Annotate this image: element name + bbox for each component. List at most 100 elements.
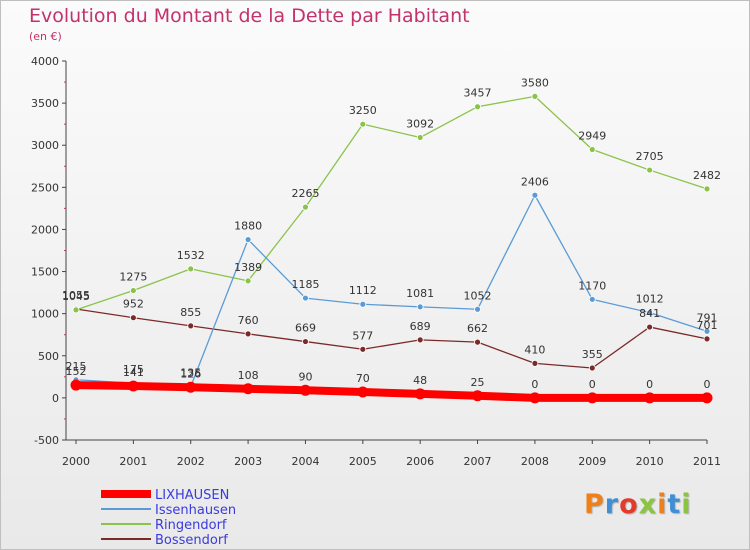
data-label: 1185	[291, 278, 319, 291]
data-point	[586, 392, 598, 404]
data-label: 2705	[636, 150, 664, 163]
chart-title: Evolution du Montant de la Dette par Hab…	[29, 5, 470, 27]
data-label: 126	[180, 367, 201, 380]
data-point	[129, 287, 137, 294]
data-point	[531, 92, 539, 100]
data-label: 669	[295, 322, 316, 335]
data-point	[72, 306, 80, 314]
series-line	[75, 194, 708, 388]
y-tick-label: 2500	[31, 181, 59, 194]
data-point	[187, 265, 195, 273]
data-point	[701, 392, 713, 404]
data-label: 841	[639, 307, 660, 320]
labels-issenhausen: 215 175 135 1880 1185 1112 1081 1052 2406 1170 101…	[66, 175, 718, 379]
legend-entry: LIXHAUSEN	[155, 488, 229, 503]
x-tick-label: 2000	[62, 455, 90, 468]
data-point	[244, 277, 252, 285]
data-label: 70	[356, 372, 370, 385]
data-point	[646, 166, 654, 174]
data-label: 152	[66, 365, 87, 378]
logo-letter: x	[638, 489, 658, 520]
data-point	[472, 390, 484, 402]
data-label: 0	[704, 378, 711, 391]
data-point	[359, 300, 367, 308]
y-tick-label: 4000	[31, 55, 59, 68]
data-label: 175	[123, 363, 144, 376]
data-point	[588, 295, 596, 303]
series-issenhausen	[72, 191, 711, 390]
data-point	[644, 392, 656, 404]
labels-ringendorf: 1045 1275 1532 1389 2265 3250 3092 3457 3580 2949…	[62, 76, 721, 303]
data-label: 141	[123, 366, 144, 379]
data-label: 701	[697, 319, 718, 332]
data-point	[302, 203, 309, 211]
data-label: 1389	[234, 261, 262, 274]
data-label: 760	[238, 314, 259, 327]
data-point	[531, 191, 539, 199]
series-lixhausen	[70, 379, 713, 404]
x-tick-label: 2011	[693, 455, 721, 468]
data-label: 25	[471, 376, 485, 389]
data-point	[703, 335, 711, 343]
x-tick-label: 2010	[636, 455, 664, 468]
x-tick-label: 2004	[291, 455, 319, 468]
data-label: 1532	[177, 249, 205, 262]
data-point	[244, 330, 252, 338]
y-tick-label: 2000	[31, 223, 59, 236]
data-label: 1012	[636, 293, 664, 306]
logo-letter: r	[604, 489, 620, 520]
data-label: 215	[66, 360, 87, 373]
data-label: 1275	[119, 271, 147, 284]
data-label: 90	[298, 370, 312, 383]
data-point	[185, 381, 197, 393]
labels-lixhausen: 152 141 126 108 90 70 48 25 0 0 0 0	[66, 365, 711, 391]
data-point	[302, 338, 309, 345]
data-point	[588, 146, 596, 153]
logo-letter: i	[657, 489, 668, 520]
y-tick-label: 0	[52, 392, 59, 405]
data-label: 1045	[62, 290, 90, 303]
data-label: 662	[467, 322, 488, 335]
data-point	[474, 305, 481, 313]
data-label: 3457	[464, 87, 492, 100]
series-line	[72, 381, 711, 402]
data-label: 3250	[349, 104, 377, 117]
data-label: 135	[180, 367, 201, 380]
data-label: 0	[589, 378, 596, 391]
data-point	[357, 386, 369, 398]
data-label: 1052	[464, 289, 492, 302]
data-point	[416, 336, 424, 344]
y-tick-label: 1500	[31, 266, 59, 279]
y-tick-label: 3000	[31, 139, 59, 152]
data-label: 1112	[349, 284, 377, 297]
data-label: 3580	[521, 76, 549, 89]
series-ringendorf	[72, 92, 711, 314]
data-point	[414, 388, 426, 400]
logo-letter: i	[681, 489, 692, 520]
series-line	[75, 308, 708, 369]
data-point	[474, 338, 481, 346]
data-label: 108	[238, 369, 259, 382]
logo-letter: o	[619, 489, 639, 520]
x-tick-label: 2001	[119, 455, 147, 468]
data-label: 791	[697, 311, 718, 324]
data-point	[416, 134, 424, 141]
data-label: 3092	[406, 117, 434, 130]
data-point	[588, 364, 596, 372]
data-point	[416, 303, 424, 311]
data-point	[359, 345, 367, 353]
data-label: 2482	[693, 169, 721, 182]
data-point	[244, 236, 252, 243]
data-label: 952	[123, 298, 144, 311]
x-tick-label: 2009	[578, 455, 606, 468]
data-label: 577	[352, 329, 373, 342]
data-point	[646, 309, 654, 317]
data-label: 689	[410, 320, 431, 333]
logo-letter: P	[584, 489, 605, 520]
data-point	[299, 384, 311, 396]
x-tick-label: 2007	[464, 455, 492, 468]
proxiti-logo: Proxiti	[584, 489, 692, 520]
